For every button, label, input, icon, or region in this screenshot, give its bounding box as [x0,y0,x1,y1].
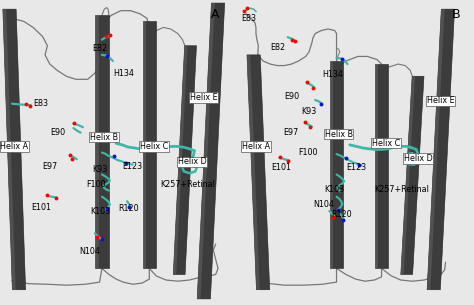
Text: Helix B: Helix B [90,133,118,142]
Text: E90: E90 [50,128,65,137]
Polygon shape [95,15,99,268]
Text: K257+Retinal: K257+Retinal [160,180,215,189]
Polygon shape [247,55,270,290]
Text: K103: K103 [325,185,345,194]
Polygon shape [330,61,333,268]
Polygon shape [375,64,388,268]
Polygon shape [143,21,146,268]
Polygon shape [173,46,196,274]
Polygon shape [375,64,378,268]
Polygon shape [247,55,260,290]
Text: E82: E82 [92,44,108,53]
Text: R120: R120 [331,210,352,219]
Text: E123: E123 [346,163,366,172]
Polygon shape [3,9,16,290]
Polygon shape [173,46,188,274]
Text: B: B [452,8,460,21]
Text: E97: E97 [283,128,299,137]
Text: N104: N104 [313,200,334,209]
Text: E101: E101 [31,203,51,212]
Text: F100: F100 [87,180,106,189]
Text: Helix E: Helix E [190,93,217,102]
Text: Helix D: Helix D [404,154,433,163]
Polygon shape [401,76,424,274]
Text: Helix D: Helix D [178,157,207,166]
Text: E123: E123 [122,162,142,171]
Text: E101: E101 [271,163,291,172]
Text: Helix B: Helix B [325,130,353,139]
Polygon shape [197,3,215,299]
Polygon shape [143,21,156,268]
Text: H134: H134 [322,70,343,79]
Text: R120: R120 [118,203,139,213]
Text: E97: E97 [43,162,58,171]
Polygon shape [427,9,445,290]
Polygon shape [401,76,415,274]
Text: Helix C: Helix C [372,139,401,148]
Polygon shape [95,15,109,268]
Text: Helix E: Helix E [427,96,454,105]
Text: Helix A: Helix A [0,142,28,151]
Text: E83: E83 [241,14,256,23]
Text: K103: K103 [90,206,110,216]
Polygon shape [427,9,455,290]
Text: E82: E82 [270,43,285,52]
Text: K93: K93 [301,107,316,116]
Text: E90: E90 [284,92,300,101]
Text: A: A [210,8,219,21]
Text: H134: H134 [113,69,134,78]
Polygon shape [3,9,26,290]
Text: E83: E83 [33,99,48,108]
Polygon shape [330,61,343,268]
Text: F100: F100 [299,148,318,157]
Text: Helix A: Helix A [242,142,270,151]
Text: K93: K93 [92,165,108,174]
Text: N104: N104 [80,247,100,256]
Text: K257+Retinal: K257+Retinal [374,185,429,194]
Polygon shape [197,3,225,299]
Text: Helix C: Helix C [140,142,168,151]
